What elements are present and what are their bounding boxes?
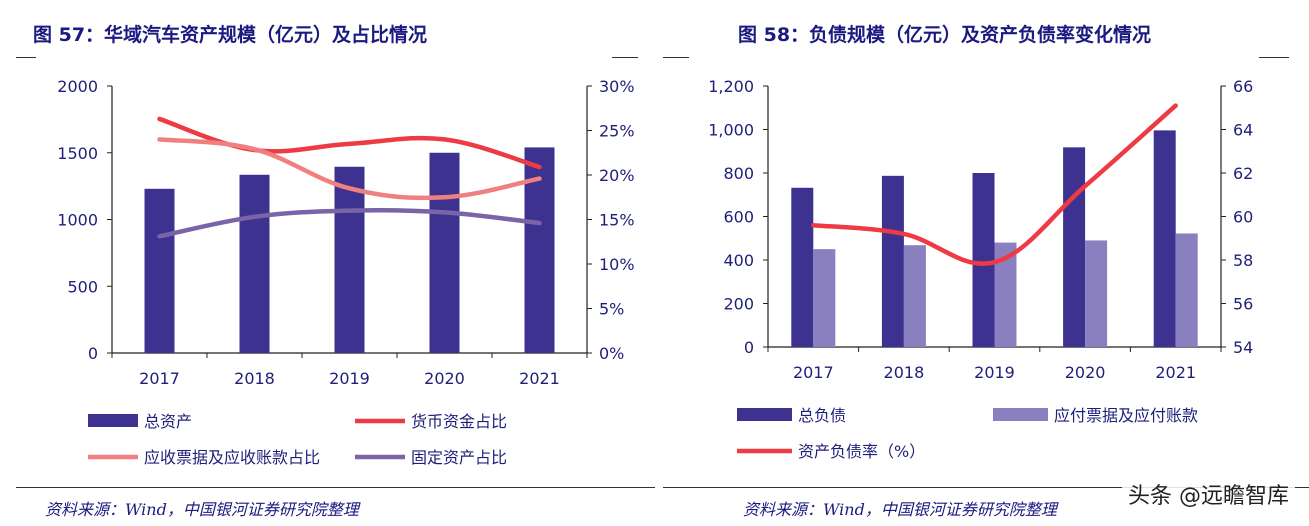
line-货币资金占比	[157, 116, 542, 170]
left-y-tick-label: 0	[744, 338, 754, 357]
legend-key-总负债	[737, 408, 792, 421]
bar-总负债-2019	[972, 173, 995, 347]
left-y-tick-label: 1,200	[708, 77, 754, 96]
right-y-tick-label: 66	[1233, 77, 1253, 96]
right-chart-panel: 图 58：负债规模（亿元）及资产负债率变化情况 0 200 400 600 800 1,0…	[655, 0, 1309, 526]
legend-label-应付票据及应付账款: 应付票据及应付账款	[1054, 406, 1198, 425]
x-tick-label: 2018	[884, 363, 925, 382]
x-tick-label: 2019	[329, 369, 370, 388]
right-top-rule-start	[663, 57, 689, 58]
left-y-tick-label: 800	[723, 164, 754, 183]
bar-应付票据及应付账款-2020	[1085, 240, 1108, 347]
right-y-tick-label: 20%	[599, 166, 635, 185]
right-y-tick-label: 56	[1233, 295, 1253, 314]
left-y-tick-label: 1500	[57, 144, 98, 163]
legend-label-应收票据及应收账款占比: 应收票据及应收账款占比	[144, 448, 320, 467]
right-y-tick-label: 30%	[599, 77, 635, 96]
bar-总资产-2019	[334, 166, 365, 353]
watermark: 头条 @远瞻智库	[1122, 478, 1295, 510]
right-y-tick-label: 62	[1233, 164, 1253, 183]
x-tick-label: 2020	[1065, 363, 1106, 382]
bar-应付票据及应付账款-2021	[1175, 233, 1198, 347]
right-y-tick-label: 54	[1233, 338, 1253, 357]
right-y-tick-label: 58	[1233, 251, 1253, 270]
left-y-tick-label: 200	[723, 295, 754, 314]
left-y-tick-label: 400	[723, 251, 754, 270]
legend-key-应付票据及应付账款	[993, 408, 1048, 421]
x-tick-label: 2020	[424, 369, 465, 388]
left-source-note: 资料来源：Wind，中国银河证券研究院整理	[45, 500, 359, 519]
bar-总资产-2020	[429, 152, 460, 353]
right-y-tick-label: 60	[1233, 208, 1253, 227]
left-bottom-rule	[16, 487, 655, 488]
legend-label-货币资金占比: 货币资金占比	[411, 412, 507, 431]
right-y-tick-label: 10%	[599, 255, 635, 274]
left-y-tick-label: 1000	[57, 211, 98, 230]
left-chart-title: 图 57：华域汽车资产规模（亿元）及占比情况	[33, 24, 428, 46]
line-固定资产占比	[157, 207, 542, 239]
bar-总负债-2021	[1153, 130, 1176, 347]
right-source-note: 资料来源：Wind，中国银河证券研究院整理	[743, 500, 1057, 519]
line-应收票据及应收账款占比	[157, 137, 542, 201]
right-y-tick-label: 0%	[599, 344, 624, 363]
right-y-tick-label: 15%	[599, 211, 635, 230]
bar-总负债-2020	[1063, 147, 1086, 347]
right-top-rule-end	[1259, 57, 1289, 58]
x-tick-label: 2018	[234, 369, 275, 388]
x-tick-label: 2017	[793, 363, 834, 382]
legend-label-资产负债率（%）: 资产负债率（%）	[798, 442, 925, 461]
bar-应付票据及应付账款-2019	[994, 242, 1017, 347]
left-y-tick-label: 2000	[57, 77, 98, 96]
legend-label-固定资产占比: 固定资产占比	[411, 448, 507, 467]
left-chart-panel: 图 57：华域汽车资产规模（亿元）及占比情况 0 500 1000 1500 2000 0…	[16, 24, 655, 519]
legend-key-总资产	[88, 414, 138, 427]
right-y-tick-label: 64	[1233, 121, 1253, 140]
legend-label-总负债: 总负债	[798, 406, 846, 425]
bar-总资产-2017	[144, 188, 175, 353]
right-chart: 0 200 400 600 800 1,000 1,200 54 56 58 60 62 64 66 201…	[708, 77, 1253, 461]
bar-应付票据及应付账款-2017	[813, 249, 836, 347]
bar-总资产-2018	[239, 174, 270, 353]
x-tick-label: 2021	[1155, 363, 1196, 382]
left-chart: 0 500 1000 1500 2000 0% 5% 10% 15% 20% 25% 30% 2017 2…	[57, 77, 635, 467]
left-top-rule-end	[612, 57, 638, 58]
line-资产负债率（%）	[811, 103, 1178, 266]
bar-总负债-2017	[791, 187, 814, 347]
right-chart-title: 图 58：负债规模（亿元）及资产负债率变化情况	[738, 24, 1152, 46]
left-y-tick-label: 0	[88, 344, 98, 363]
left-y-tick-label: 1,000	[708, 121, 754, 140]
legend-label-总资产: 总资产	[144, 412, 192, 431]
bar-应付票据及应付账款-2018	[903, 245, 926, 347]
bar-总负债-2018	[881, 175, 904, 347]
right-y-tick-label: 25%	[599, 122, 635, 141]
x-tick-label: 2021	[519, 369, 560, 388]
x-tick-label: 2017	[139, 369, 180, 388]
left-y-tick-label: 500	[67, 277, 98, 296]
right-y-tick-label: 5%	[599, 300, 624, 319]
x-tick-label: 2019	[974, 363, 1015, 382]
left-top-rule-start	[16, 57, 36, 58]
left-y-tick-label: 600	[723, 208, 754, 227]
right-bottom-rule	[663, 487, 1309, 488]
